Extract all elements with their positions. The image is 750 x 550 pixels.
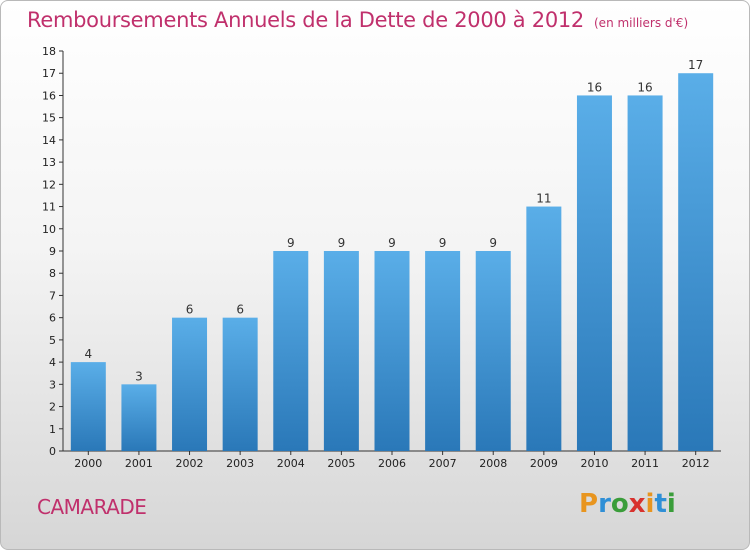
x-tick-label-2000: 2000 bbox=[74, 457, 102, 470]
bar-value-label-2005: 9 bbox=[338, 236, 346, 250]
bar-2002 bbox=[172, 317, 208, 451]
logo-letter-0: P bbox=[579, 489, 599, 519]
y-tick-label-1: 1 bbox=[49, 423, 56, 436]
bar-value-label-2012: 17 bbox=[688, 58, 703, 72]
y-tick-label-15: 15 bbox=[42, 112, 56, 125]
x-tick-label-2002: 2002 bbox=[176, 457, 204, 470]
y-tick-label-6: 6 bbox=[49, 312, 56, 325]
y-tick-label-8: 8 bbox=[49, 267, 56, 280]
logo-letter-5: t bbox=[654, 489, 667, 519]
x-tick-label-2007: 2007 bbox=[429, 457, 457, 470]
bar-2008 bbox=[475, 251, 511, 451]
bar-value-label-2004: 9 bbox=[287, 236, 295, 250]
commune-name: CAMARADE bbox=[37, 495, 147, 519]
x-tick-label-2012: 2012 bbox=[682, 457, 710, 470]
bar-2001 bbox=[121, 384, 157, 451]
chart-title: Remboursements Annuels de la Dette de 20… bbox=[27, 8, 688, 32]
bar-value-label-2002: 6 bbox=[186, 303, 194, 317]
logo-letter-2: o bbox=[610, 489, 629, 519]
chart-title-text: Remboursements Annuels de la Dette de 20… bbox=[27, 8, 584, 32]
logo-letter-4: i bbox=[645, 489, 655, 519]
proxiti-logo[interactable]: Proxiti bbox=[579, 489, 676, 519]
x-tick-label-2009: 2009 bbox=[530, 457, 558, 470]
y-tick-label-10: 10 bbox=[42, 223, 56, 236]
y-tick-label-0: 0 bbox=[49, 445, 56, 458]
bar-2007 bbox=[425, 251, 461, 451]
y-tick-label-7: 7 bbox=[49, 289, 56, 302]
x-tick-label-2006: 2006 bbox=[378, 457, 406, 470]
y-tick-label-4: 4 bbox=[49, 356, 56, 369]
logo-letter-3: x bbox=[628, 489, 646, 519]
bar-2003 bbox=[222, 317, 258, 451]
y-tick-label-5: 5 bbox=[49, 334, 56, 347]
x-tick-label-2010: 2010 bbox=[580, 457, 608, 470]
bar-2011 bbox=[627, 95, 663, 451]
y-tick-label-12: 12 bbox=[42, 178, 56, 191]
bar-2012 bbox=[678, 73, 714, 451]
x-tick-label-2008: 2008 bbox=[479, 457, 507, 470]
bar-value-label-2007: 9 bbox=[439, 236, 447, 250]
x-tick-label-2004: 2004 bbox=[277, 457, 305, 470]
y-tick-label-9: 9 bbox=[49, 245, 56, 258]
bar-value-label-2009: 11 bbox=[536, 192, 551, 206]
bar-2009 bbox=[526, 206, 562, 451]
bar-value-label-2010: 16 bbox=[587, 80, 602, 94]
x-tick-label-2003: 2003 bbox=[226, 457, 254, 470]
bar-2005 bbox=[323, 251, 359, 451]
bar-2006 bbox=[374, 251, 410, 451]
x-tick-label-2001: 2001 bbox=[125, 457, 153, 470]
logo-letter-1: r bbox=[598, 489, 611, 519]
bar-value-label-2006: 9 bbox=[388, 236, 396, 250]
logo-letter-6: i bbox=[666, 489, 676, 519]
bar-2010 bbox=[576, 95, 612, 451]
y-tick-label-11: 11 bbox=[42, 201, 56, 214]
chart-unit: (en milliers d'€) bbox=[594, 16, 689, 30]
y-tick-label-18: 18 bbox=[42, 45, 56, 58]
y-tick-label-3: 3 bbox=[49, 378, 56, 391]
bar-value-label-2011: 16 bbox=[637, 80, 652, 94]
bar-value-label-2001: 3 bbox=[135, 369, 143, 383]
y-tick-label-16: 16 bbox=[42, 89, 56, 102]
bar-value-label-2000: 4 bbox=[84, 347, 92, 361]
bar-2004 bbox=[273, 251, 309, 451]
y-tick-label-2: 2 bbox=[49, 401, 56, 414]
bar-value-label-2003: 6 bbox=[236, 303, 244, 317]
y-tick-label-17: 17 bbox=[42, 67, 56, 80]
y-tick-label-13: 13 bbox=[42, 156, 56, 169]
y-tick-label-14: 14 bbox=[42, 134, 56, 147]
bar-value-label-2008: 9 bbox=[489, 236, 497, 250]
x-tick-label-2011: 2011 bbox=[631, 457, 659, 470]
bar-2000 bbox=[70, 362, 106, 451]
x-tick-label-2005: 2005 bbox=[327, 457, 355, 470]
